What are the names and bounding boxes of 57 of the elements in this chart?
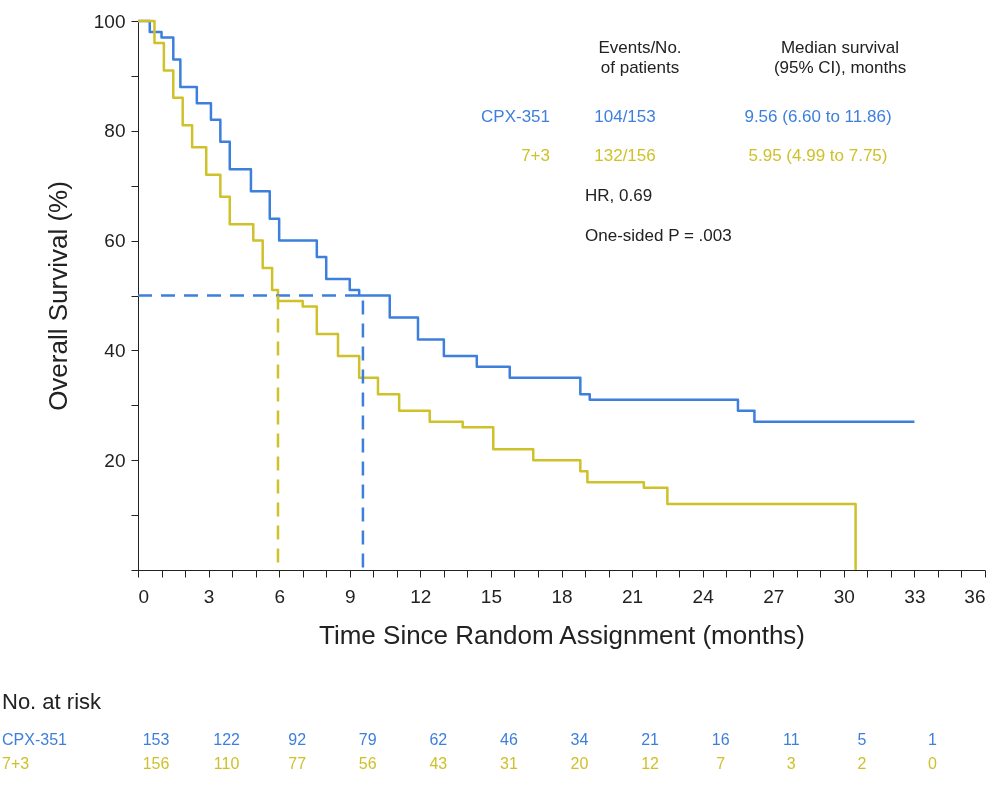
x-axis-title: Time Since Random Assignment (months) bbox=[318, 619, 806, 650]
text: 7+3 bbox=[521, 146, 550, 165]
text: No. at risk bbox=[2, 689, 103, 714]
text: 7+3 bbox=[2, 755, 30, 772]
text: 20 bbox=[570, 755, 589, 772]
text: CPX-351 bbox=[2, 731, 67, 748]
x-tick-label: 27 bbox=[763, 585, 785, 607]
x-tick-label: 18 bbox=[551, 585, 573, 607]
y-tick-label: 60 bbox=[104, 230, 126, 252]
annotation: Events/No. of patients bbox=[598, 38, 682, 77]
text: 62 bbox=[429, 731, 448, 748]
text: 156 bbox=[142, 755, 170, 772]
annotation: One-sided P = .003 bbox=[585, 226, 732, 245]
text: 43 bbox=[429, 755, 448, 772]
text: 31 bbox=[500, 755, 518, 772]
x-tick-label: 3 bbox=[203, 585, 215, 607]
text: 11 bbox=[782, 731, 800, 748]
x-tick-label: 0 bbox=[138, 585, 150, 607]
text: 1 bbox=[927, 731, 937, 748]
y-tick-label: 80 bbox=[104, 120, 126, 142]
y-tick-label: 100 bbox=[93, 10, 126, 32]
x-tick-label: 36 bbox=[964, 585, 986, 607]
text: 16 bbox=[711, 731, 730, 748]
text: 46 bbox=[500, 731, 518, 748]
y-axis-title: Overall Survival (%) bbox=[42, 181, 73, 411]
text: 110 bbox=[213, 755, 240, 772]
text: 122 bbox=[213, 731, 241, 748]
text: 92 bbox=[288, 731, 307, 748]
text: 0 bbox=[927, 755, 937, 772]
text: 12 bbox=[641, 755, 660, 772]
x-tick-label: 21 bbox=[622, 585, 644, 607]
annotation: HR, 0.69 bbox=[585, 186, 653, 205]
text: 34 bbox=[570, 731, 589, 748]
text: 56 bbox=[358, 755, 377, 772]
annotation: 9.56 (6.60 to 11.86) bbox=[744, 107, 892, 126]
x-tick-label: 15 bbox=[480, 585, 502, 607]
text: CPX-351 bbox=[481, 107, 550, 126]
text: 5 bbox=[857, 731, 867, 748]
y-tick-label: 40 bbox=[104, 339, 126, 361]
x-tick-label: 6 bbox=[274, 585, 285, 607]
x-tick-label: 9 bbox=[344, 585, 356, 607]
annotation: 104/153 bbox=[594, 107, 656, 126]
x-tick-label: 30 bbox=[833, 585, 855, 607]
text: 79 bbox=[358, 731, 377, 748]
y-tick-label: 20 bbox=[104, 449, 126, 471]
text: 3 bbox=[786, 755, 796, 772]
text: 21 bbox=[641, 731, 660, 748]
annotation: Median survival (95% CI), months bbox=[773, 38, 907, 77]
annotation: 132/156 bbox=[594, 146, 656, 165]
text: 2 bbox=[857, 755, 867, 772]
text: 77 bbox=[288, 755, 307, 772]
text: 153 bbox=[142, 731, 170, 748]
x-tick-label: 12 bbox=[410, 585, 432, 607]
annotation: 5.95 (4.99 to 7.75) bbox=[748, 146, 888, 165]
x-tick-label: 24 bbox=[692, 585, 715, 607]
text: 7 bbox=[716, 755, 726, 772]
x-tick-label: 33 bbox=[904, 585, 926, 607]
